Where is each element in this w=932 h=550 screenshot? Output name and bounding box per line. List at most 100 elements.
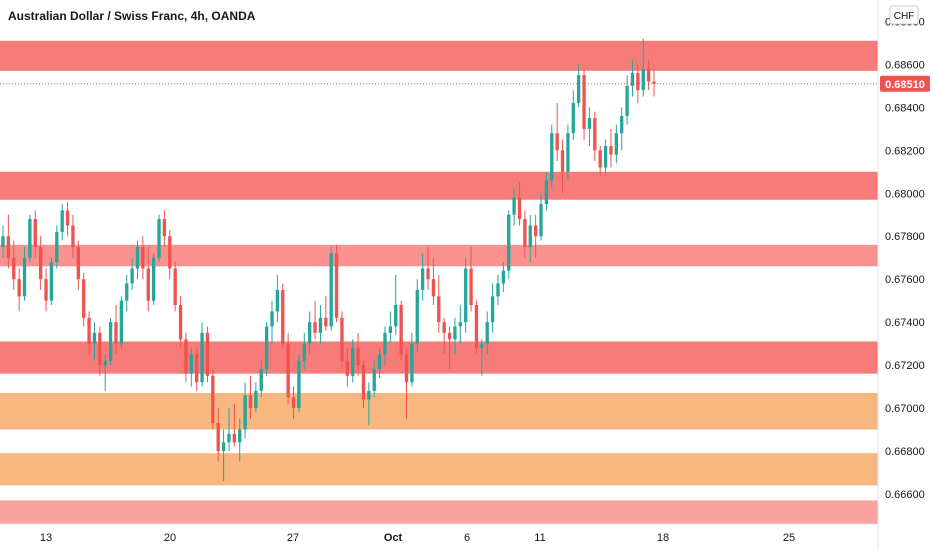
candle-body bbox=[76, 246, 80, 280]
y-tick-label: 0.67400 bbox=[885, 317, 925, 329]
candle bbox=[630, 60, 635, 97]
y-tick-label: 0.68000 bbox=[885, 188, 925, 200]
candle bbox=[22, 246, 27, 301]
zones-layer bbox=[0, 40, 878, 524]
candle bbox=[38, 236, 43, 290]
candle-body bbox=[415, 289, 419, 344]
candle-body bbox=[248, 395, 253, 409]
candle bbox=[141, 236, 145, 280]
candle bbox=[507, 210, 511, 280]
candle-body bbox=[351, 347, 355, 376]
candle bbox=[318, 304, 323, 344]
candle bbox=[302, 332, 306, 370]
candle-body bbox=[141, 246, 145, 269]
candle-body bbox=[22, 257, 27, 297]
candle bbox=[646, 60, 651, 91]
candle-body bbox=[216, 423, 220, 451]
candle-body bbox=[270, 311, 274, 327]
candle-body bbox=[17, 279, 21, 297]
candle-body bbox=[404, 354, 409, 383]
candle bbox=[447, 326, 452, 370]
candle-body bbox=[593, 118, 597, 151]
candle bbox=[44, 268, 48, 312]
candle bbox=[345, 347, 349, 387]
candle-body bbox=[377, 354, 382, 370]
candle bbox=[577, 64, 581, 108]
candle bbox=[28, 214, 32, 262]
zone-1 bbox=[0, 40, 878, 71]
candle bbox=[431, 257, 436, 305]
candle-body bbox=[464, 268, 468, 323]
candle bbox=[377, 347, 382, 378]
candle-body bbox=[264, 326, 269, 370]
candle-body bbox=[620, 115, 624, 134]
candle bbox=[480, 339, 484, 376]
candle bbox=[243, 382, 247, 439]
candle-body bbox=[71, 225, 75, 247]
candle-body bbox=[367, 390, 371, 400]
candle-body bbox=[82, 279, 86, 318]
candle bbox=[582, 68, 586, 140]
candle-body bbox=[614, 133, 619, 155]
candle-body bbox=[630, 73, 635, 86]
candle-body bbox=[571, 103, 575, 134]
candle bbox=[566, 124, 570, 181]
candle-body bbox=[431, 279, 436, 297]
candle bbox=[598, 146, 602, 177]
candle bbox=[248, 375, 253, 419]
candle bbox=[512, 188, 516, 226]
candle-body bbox=[308, 322, 312, 344]
candle-body bbox=[539, 204, 543, 237]
candle-body bbox=[480, 343, 484, 348]
candle-body bbox=[173, 268, 177, 305]
candle bbox=[232, 403, 237, 447]
candle bbox=[313, 300, 317, 340]
candle bbox=[60, 204, 64, 241]
currency-box-frame bbox=[889, 5, 919, 25]
candle-body bbox=[195, 354, 199, 383]
candle bbox=[146, 246, 150, 312]
candle-body bbox=[566, 133, 570, 172]
candle bbox=[490, 283, 495, 333]
candle bbox=[517, 182, 522, 226]
candle-body bbox=[275, 289, 280, 312]
candle-body bbox=[119, 300, 124, 344]
currency-box[interactable]: CHF bbox=[889, 5, 919, 25]
last-price-label: 0.68510 bbox=[880, 75, 930, 92]
x-tick-label: 27 bbox=[287, 532, 299, 544]
candle-body bbox=[243, 395, 247, 430]
candle-body bbox=[162, 219, 167, 237]
candle-body bbox=[345, 360, 349, 376]
candle-body bbox=[474, 304, 479, 348]
candle-body bbox=[577, 75, 581, 104]
candle-body bbox=[453, 326, 457, 340]
candle-body bbox=[426, 268, 430, 280]
candle-body bbox=[313, 322, 317, 333]
candle bbox=[308, 311, 312, 355]
candle-body bbox=[259, 369, 263, 391]
candle-body bbox=[555, 133, 559, 151]
candle bbox=[404, 347, 409, 419]
candle-body bbox=[582, 75, 586, 129]
candle-body bbox=[168, 236, 172, 269]
candle-body bbox=[603, 146, 608, 168]
zone-5 bbox=[0, 393, 878, 430]
candle bbox=[71, 214, 75, 258]
candle bbox=[464, 257, 468, 333]
candle-body bbox=[151, 257, 156, 301]
candle bbox=[168, 229, 172, 280]
candle bbox=[539, 193, 543, 241]
candle-body bbox=[6, 236, 11, 258]
candle-body bbox=[458, 322, 462, 327]
candle-body bbox=[598, 150, 602, 168]
candle bbox=[178, 296, 183, 348]
candle bbox=[33, 210, 37, 258]
x-tick-label: Oct bbox=[384, 532, 403, 544]
candle-body bbox=[146, 268, 150, 301]
candle-body bbox=[496, 283, 500, 297]
candle bbox=[652, 68, 656, 97]
candle bbox=[238, 418, 242, 462]
candle-body bbox=[533, 225, 538, 237]
candle-body bbox=[625, 85, 629, 116]
